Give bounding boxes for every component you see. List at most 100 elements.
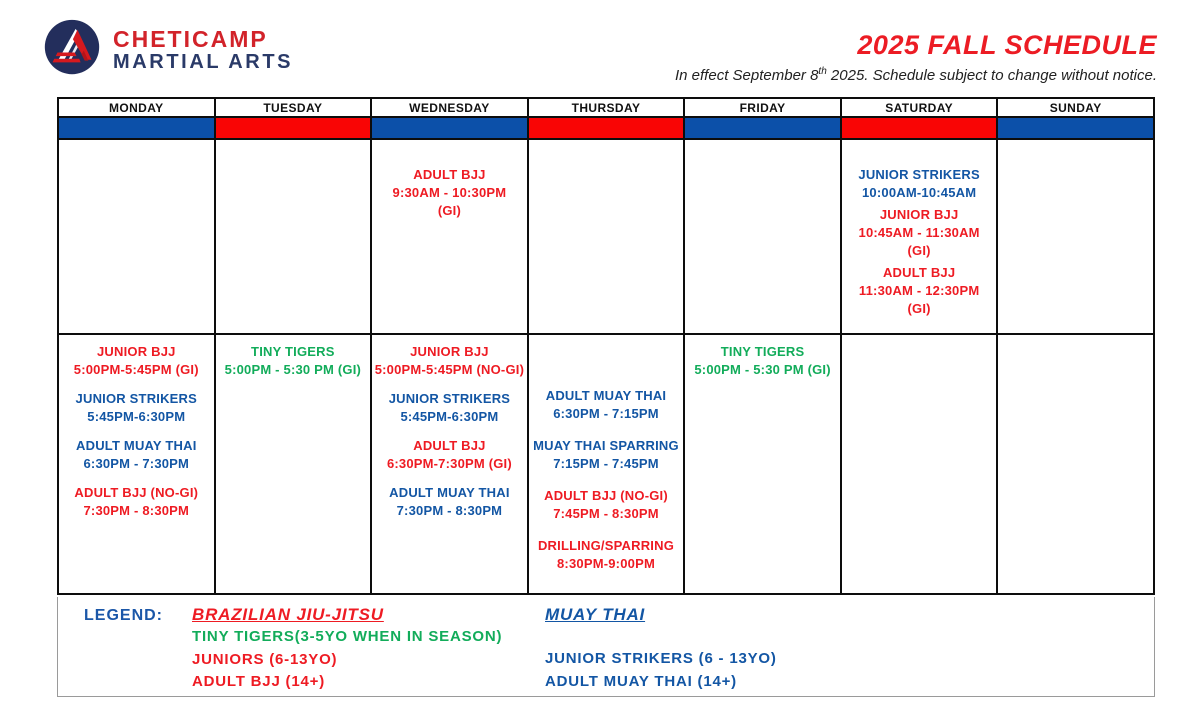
- cell-friday-morning: [685, 140, 840, 333]
- subtitle-superscript: th: [818, 66, 827, 77]
- class-line: DRILLING/SPARRING: [537, 538, 675, 553]
- class-line: JUNIOR BJJ: [96, 344, 176, 359]
- class-line: ADULT MUAY THAI: [389, 485, 510, 500]
- class-line: (GI): [437, 203, 462, 218]
- legend-bjj-heading: BRAZILIAN JIU-JITSU: [192, 605, 384, 624]
- class-entry: ADULT BJJ 6:30PM-7:30PM (GI): [372, 437, 527, 473]
- class-line: 5:00PM - 5:30 PM (GI): [694, 362, 831, 377]
- class-line: 9:30AM - 10:30PM: [392, 185, 507, 200]
- page-title: 2025 FALL SCHEDULE: [857, 30, 1157, 60]
- class-entry: TINY TIGERS 5:00PM - 5:30 PM (GI): [685, 343, 840, 379]
- cell-saturday-evening: [841, 335, 997, 593]
- cell-thursday-evening: ADULT MUAY THAI 6:30PM - 7:15PM MUAY THAI …: [528, 335, 684, 593]
- class-entry: JUNIOR BJJ 10:45AM - 11:30AM (GI): [842, 206, 997, 260]
- class-line: 6:30PM - 7:30PM: [83, 456, 190, 471]
- class-line: JUNIOR STRIKERS: [858, 167, 980, 182]
- day-band-sunday: [998, 118, 1153, 138]
- class-entry: ADULT BJJ (NO-GI) 7:45PM - 8:30PM: [529, 487, 684, 523]
- class-line: 7:45PM - 8:30PM: [553, 506, 659, 521]
- class-line: ADULT BJJ: [882, 265, 956, 280]
- class-line: ADULT MUAY THAI: [76, 438, 197, 453]
- day-band-tuesday: [215, 118, 371, 138]
- class-line: 8:30PM-9:00PM: [557, 556, 655, 571]
- class-entry: JUNIOR STRIKERS 10:00AM-10:45AM: [842, 166, 997, 202]
- class-line: 7:30PM - 8:30PM: [83, 503, 190, 518]
- legend-muaythai-items: JUNIOR STRIKERS (6 - 13YO) ADULT MUAY THA…: [545, 647, 777, 693]
- class-entry: ADULT BJJ 9:30AM - 10:30PM (GI): [372, 166, 527, 220]
- day-header-saturday: SATURDAY: [841, 99, 997, 116]
- cell-sunday-evening: [998, 335, 1153, 593]
- cell-thursday-morning: [528, 140, 684, 333]
- class-line: 5:00PM-5:45PM (GI): [73, 362, 199, 377]
- cell-sunday-morning: [998, 140, 1153, 333]
- legend-box: LEGEND: BRAZILIAN JIU-JITSU TINY TIGERS(…: [57, 597, 1155, 697]
- legend-muaythai-column: MUAY THAI JUNIOR STRIKERS (6 - 13YO) ADUL…: [545, 603, 777, 693]
- legend-bjj-items: TINY TIGERS(3-5YO WHEN IN SEASON) JUNIORS…: [192, 626, 502, 694]
- legend-item: JUNIOR STRIKERS (6 - 13YO): [545, 650, 777, 667]
- legend-item: ADULT BJJ (14+): [192, 673, 325, 690]
- class-line: 5:45PM-6:30PM: [87, 409, 186, 424]
- class-line: MUAY THAI SPARRING: [533, 438, 679, 453]
- class-line: 10:00AM-10:45AM: [862, 185, 977, 200]
- cell-monday-evening: JUNIOR BJJ 5:00PM-5:45PM (GI) JUNIOR STRIK…: [59, 335, 214, 593]
- day-band-wednesday: [372, 118, 527, 138]
- class-line: JUNIOR BJJ: [879, 207, 959, 222]
- class-line: (GI): [907, 301, 931, 316]
- class-line: 5:00PM - 5:30 PM (GI): [224, 362, 362, 377]
- schedule-table: MONDAY TUESDAY WEDNESDAY THURSDAY FRIDAY SATU…: [57, 97, 1155, 595]
- cell-saturday-morning: JUNIOR STRIKERS 10:00AM-10:45AM JUNIOR BJJ…: [841, 140, 997, 333]
- subtitle-prefix: In effect September 8: [675, 67, 819, 84]
- legend-item: JUNIORS (6-13YO): [192, 650, 338, 668]
- day-header-sunday: SUNDAY: [998, 99, 1153, 116]
- class-line: ADULT BJJ (NO-GI): [544, 488, 668, 503]
- title-block: 2025 FALL SCHEDULE In effect September 8…: [637, 31, 1157, 85]
- class-line: JUNIOR STRIKERS: [75, 391, 198, 406]
- day-header-monday: MONDAY: [59, 99, 214, 116]
- brand-wordmark: CHETICAMP MARTIAL ARTS: [113, 27, 293, 74]
- legend-label: LEGEND:: [84, 607, 163, 624]
- day-band-friday: [685, 118, 840, 138]
- page-subtitle: In effect September 8th 2025. Schedule s…: [637, 62, 1157, 85]
- class-entry: ADULT MUAY THAI 6:30PM - 7:30PM: [59, 437, 214, 473]
- class-line: 10:45AM - 11:30AM: [858, 225, 980, 240]
- class-line: 6:30PM - 7:15PM: [553, 406, 659, 421]
- day-band-saturday: [841, 118, 997, 138]
- cell-tuesday-evening: TINY TIGERS 5:00PM - 5:30 PM (GI): [215, 335, 371, 593]
- day-header-wednesday: WEDNESDAY: [372, 99, 527, 116]
- day-band-monday: [59, 118, 214, 138]
- cell-wednesday-evening: JUNIOR BJJ 5:00PM-5:45PM (NO-GI) JUNIOR ST…: [372, 335, 527, 593]
- class-line: JUNIOR BJJ: [410, 344, 489, 359]
- legend-muaythai-heading: MUAY THAI: [545, 605, 646, 624]
- class-line: 6:30PM-7:30PM (GI): [386, 456, 512, 471]
- legend-spacer: [545, 626, 777, 647]
- class-entry: JUNIOR STRIKERS 5:45PM-6:30PM: [59, 390, 214, 426]
- class-entry: ADULT BJJ (NO-GI) 7:30PM - 8:30PM: [59, 484, 214, 520]
- class-line: JUNIOR STRIKERS: [388, 391, 511, 406]
- class-entry: JUNIOR BJJ 5:00PM-5:45PM (GI): [59, 343, 214, 379]
- class-line: (GI): [907, 243, 931, 258]
- class-line: ADULT BJJ: [413, 167, 486, 182]
- cell-wednesday-morning: ADULT BJJ 9:30AM - 10:30PM (GI): [372, 140, 527, 333]
- class-line: ADULT BJJ (NO-GI): [74, 485, 199, 500]
- brand-name: CHETICAMP: [113, 26, 268, 52]
- subtitle-suffix: 2025. Schedule subject to change without…: [826, 67, 1157, 84]
- legend-bjj-column: BRAZILIAN JIU-JITSU TINY TIGERS(3-5YO WH…: [192, 603, 502, 694]
- class-entry: DRILLING/SPARRING 8:30PM-9:00PM: [529, 537, 684, 573]
- class-entry: JUNIOR STRIKERS 5:45PM-6:30PM: [372, 390, 527, 426]
- day-band-thursday: [528, 118, 684, 138]
- legend-item: TINY TIGERS(3-5YO WHEN IN SEASON): [192, 628, 503, 645]
- class-line: 11:30AM - 12:30PM: [858, 283, 980, 298]
- class-entry: ADULT MUAY THAI 6:30PM - 7:15PM: [529, 387, 684, 423]
- class-line: 5:00PM-5:45PM (NO-GI): [374, 362, 525, 377]
- day-header-thursday: THURSDAY: [528, 99, 684, 116]
- legend-item: ADULT MUAY THAI (14+): [545, 673, 737, 690]
- class-line: ADULT MUAY THAI: [545, 388, 667, 403]
- brand-subname: MARTIAL ARTS: [113, 51, 294, 73]
- class-entry: ADULT MUAY THAI 7:30PM - 8:30PM: [372, 484, 527, 520]
- day-header-tuesday: TUESDAY: [215, 99, 371, 116]
- class-entry: TINY TIGERS 5:00PM - 5:30 PM (GI): [216, 343, 371, 379]
- class-line: TINY TIGERS: [251, 344, 335, 359]
- class-entry: ADULT BJJ 11:30AM - 12:30PM (GI): [842, 264, 997, 318]
- class-line: ADULT BJJ: [413, 438, 486, 453]
- class-entry: JUNIOR BJJ 5:00PM-5:45PM (NO-GI): [372, 343, 527, 379]
